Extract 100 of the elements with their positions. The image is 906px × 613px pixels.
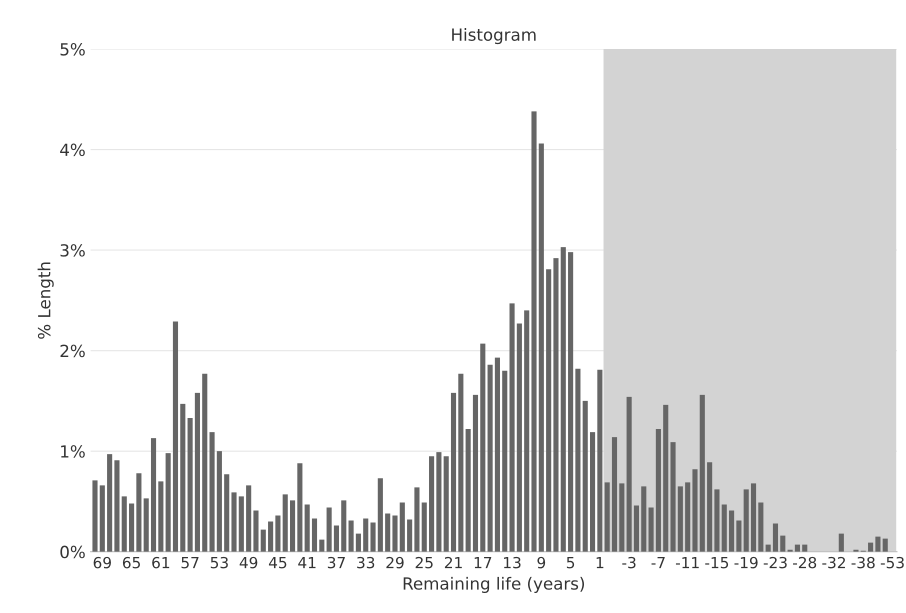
x-tick-label: 45 bbox=[268, 557, 286, 568]
bar bbox=[268, 522, 274, 552]
bar bbox=[422, 502, 427, 552]
x-tick-label: 49 bbox=[240, 556, 258, 568]
bar bbox=[692, 469, 698, 552]
bar bbox=[516, 323, 522, 552]
y-tick-label: 1% bbox=[61, 445, 85, 458]
x-tick-label: -15 bbox=[705, 557, 728, 568]
bar bbox=[750, 483, 756, 552]
bar bbox=[510, 303, 515, 552]
bar bbox=[868, 542, 874, 552]
bar bbox=[538, 144, 544, 552]
bar bbox=[122, 496, 127, 552]
bar bbox=[670, 442, 676, 552]
bar bbox=[400, 502, 405, 552]
y-axis-title: % Length bbox=[38, 262, 54, 339]
bar bbox=[429, 456, 434, 552]
bar bbox=[780, 536, 786, 552]
bar bbox=[678, 486, 683, 552]
bar bbox=[194, 392, 200, 552]
x-tick-label: 33 bbox=[357, 556, 374, 568]
bar bbox=[582, 400, 588, 552]
bar bbox=[626, 396, 632, 552]
bar bbox=[341, 500, 346, 552]
bar bbox=[92, 480, 98, 552]
bar bbox=[875, 536, 880, 552]
x-tick-label: -19 bbox=[734, 556, 758, 568]
x-tick-label: -28 bbox=[793, 556, 816, 568]
bar bbox=[794, 544, 800, 552]
x-tick-label: 13 bbox=[504, 556, 521, 568]
x-tick-label: 37 bbox=[328, 556, 345, 568]
bar bbox=[604, 482, 610, 552]
bar bbox=[722, 504, 727, 552]
bar bbox=[612, 437, 618, 552]
bar bbox=[202, 374, 208, 552]
bar bbox=[729, 510, 734, 552]
bar bbox=[707, 462, 712, 552]
bar bbox=[246, 485, 252, 552]
bar bbox=[466, 429, 471, 552]
bar bbox=[326, 507, 332, 552]
bar bbox=[158, 481, 164, 552]
bar bbox=[231, 492, 237, 552]
bar bbox=[312, 518, 318, 552]
bar bbox=[700, 394, 705, 552]
bar bbox=[334, 526, 340, 552]
x-tick-label: -53 bbox=[880, 556, 904, 568]
x-tick-label: 5 bbox=[566, 557, 574, 568]
bar bbox=[370, 522, 376, 552]
bar bbox=[348, 520, 354, 552]
x-axis-title: Remaining life (years) bbox=[404, 576, 584, 594]
bar bbox=[450, 392, 456, 552]
x-tick-label: 69 bbox=[94, 556, 111, 568]
bar bbox=[172, 321, 178, 552]
bar bbox=[802, 544, 808, 552]
bar bbox=[766, 544, 771, 552]
bar bbox=[210, 432, 215, 552]
bar bbox=[385, 514, 390, 552]
bar bbox=[444, 456, 449, 552]
bar bbox=[838, 534, 844, 552]
x-tick-label: -3 bbox=[622, 556, 636, 568]
bar bbox=[458, 374, 464, 552]
bar bbox=[494, 358, 500, 552]
x-tick-label: 61 bbox=[152, 556, 170, 568]
x-tick-label: -7 bbox=[652, 557, 665, 568]
bar bbox=[882, 538, 888, 552]
bar bbox=[553, 258, 559, 552]
bar bbox=[363, 518, 368, 552]
x-tick-label: 65 bbox=[122, 556, 140, 568]
bar bbox=[772, 524, 778, 552]
x-tick-label: 29 bbox=[386, 556, 404, 568]
bar bbox=[619, 483, 624, 552]
y-tick-label: 5% bbox=[60, 43, 85, 56]
x-tick-label: -23 bbox=[764, 556, 787, 568]
bar bbox=[744, 489, 749, 552]
bar bbox=[590, 432, 596, 552]
bar bbox=[758, 502, 764, 552]
bar bbox=[304, 504, 310, 552]
bar bbox=[714, 489, 720, 552]
bar bbox=[656, 429, 661, 552]
bar bbox=[663, 404, 668, 552]
x-tick-label: 9 bbox=[537, 556, 546, 568]
bar bbox=[568, 252, 574, 552]
bar bbox=[224, 474, 230, 552]
bar bbox=[488, 364, 493, 552]
x-tick-label: -32 bbox=[822, 556, 845, 568]
bar bbox=[546, 269, 552, 552]
bar bbox=[114, 460, 120, 552]
bar bbox=[282, 494, 288, 552]
bar bbox=[356, 534, 361, 552]
bar bbox=[180, 404, 186, 552]
bar bbox=[144, 498, 149, 552]
bar bbox=[275, 516, 280, 552]
bar bbox=[648, 507, 654, 552]
bar bbox=[378, 478, 383, 552]
bar bbox=[216, 451, 222, 552]
bar bbox=[136, 473, 142, 552]
bar bbox=[100, 485, 105, 552]
x-tick-label: 41 bbox=[298, 557, 316, 568]
bar bbox=[634, 505, 640, 552]
x-tick-label: -11 bbox=[676, 557, 699, 568]
